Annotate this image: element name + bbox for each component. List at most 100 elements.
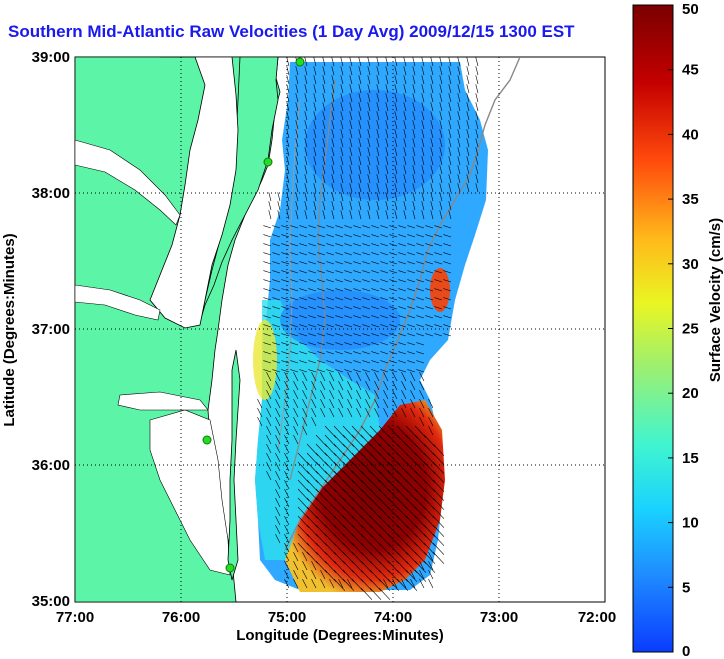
velocity-vector [394, 183, 398, 193]
velocity-vector [299, 297, 308, 301]
velocity-vector [407, 360, 416, 364]
velocity-vector [342, 533, 355, 546]
velocity-vector [347, 407, 353, 418]
velocity-vector [414, 524, 427, 537]
velocity-vector [416, 297, 425, 301]
velocity-vector [380, 243, 389, 247]
velocity-vector [326, 297, 335, 301]
velocity-vector [311, 398, 317, 409]
velocity-vector [403, 210, 407, 220]
colorbar-gradient [632, 4, 674, 653]
velocity-vector [317, 225, 326, 229]
velocity-vector [380, 351, 389, 355]
velocity-vector [297, 452, 310, 465]
velocity-vector [367, 120, 371, 130]
radar-site-marker [225, 563, 235, 573]
velocity-vector [351, 434, 364, 447]
velocity-vector [387, 488, 400, 501]
velocity-vector [351, 461, 364, 474]
velocity-vector [360, 515, 373, 528]
velocity-vector [351, 560, 364, 573]
velocity-vector [448, 93, 452, 103]
velocity-vector [275, 488, 281, 499]
velocity-vector [317, 234, 326, 238]
velocity-vector [430, 75, 434, 85]
velocity-vector [371, 324, 380, 328]
velocity-vector [342, 578, 355, 591]
velocity-vector [428, 416, 434, 427]
velocity-vector [405, 506, 418, 519]
velocity-vector [344, 225, 353, 229]
velocity-vector [385, 66, 389, 76]
velocity-vector [342, 497, 355, 510]
velocity-vector [308, 288, 317, 292]
velocity-vector [351, 551, 364, 564]
velocity-vector [284, 506, 290, 517]
velocity-vector [340, 66, 344, 76]
velocity-vector [272, 342, 281, 346]
velocity-vector [362, 234, 371, 238]
velocity-vector [306, 497, 319, 510]
velocity-vector [385, 93, 389, 103]
velocity-vector [407, 279, 416, 283]
velocity-vector [378, 434, 391, 447]
velocity-vector [342, 515, 355, 528]
velocity-vector [338, 578, 344, 589]
y-axis-label: Latitude (Degrees:Minutes) [1, 233, 18, 426]
velocity-vector [297, 461, 310, 474]
velocity-vector [286, 111, 290, 121]
velocity-vector [428, 398, 434, 409]
velocity-vector [344, 234, 353, 238]
velocity-vector [378, 578, 391, 591]
velocity-vector [405, 425, 418, 438]
velocity-vector [313, 84, 317, 94]
colorbar-tick-label: 45 [682, 62, 699, 79]
velocity-vector [423, 461, 436, 474]
chesapeake-bay [149, 57, 239, 329]
velocity-vector [432, 479, 445, 492]
velocity-vector [367, 183, 371, 193]
velocity-vector [365, 398, 371, 409]
velocity-vector [266, 443, 272, 454]
velocity-vector [396, 443, 409, 456]
velocity-vector [313, 156, 317, 166]
velocity-vector [430, 192, 434, 202]
velocity-vector [385, 102, 389, 112]
velocity-vector [295, 66, 299, 76]
velocity-vector [320, 380, 326, 391]
velocity-vector [383, 578, 389, 589]
velocity-vector [414, 434, 427, 447]
velocity-vector [423, 479, 436, 492]
velocity-vector [275, 497, 281, 508]
velocity-vector [475, 156, 479, 166]
velocity-vector [308, 306, 317, 310]
velocity-vector [425, 234, 434, 238]
velocity-vector [376, 93, 380, 103]
velocity-vector [331, 102, 335, 112]
velocity-vector [448, 165, 452, 175]
velocity-vector [423, 497, 436, 510]
velocity-vector [349, 129, 353, 139]
velocity-vector [407, 351, 416, 355]
velocity-vector [293, 389, 299, 400]
velocity-vector [313, 75, 317, 85]
velocity-vector [385, 120, 389, 130]
velocity-vector [423, 488, 436, 501]
velocity-vector [272, 333, 281, 337]
velocity-vector [401, 371, 407, 382]
velocity-vector [342, 443, 355, 456]
velocity-vector [428, 560, 434, 571]
isobath-contour-inner [289, 79, 336, 481]
velocity-vector [428, 407, 434, 418]
velocity-vector [389, 333, 398, 337]
velocity-vector [356, 389, 362, 400]
velocity-vector [331, 66, 335, 76]
velocity-vector [331, 192, 335, 202]
velocity-vector [380, 288, 389, 292]
velocity-vector [414, 425, 427, 438]
velocity-vector [421, 129, 425, 139]
colorbar-label: Surface Velocity (cm/s) [707, 218, 724, 382]
velocity-vector [369, 497, 382, 510]
velocity-vector [335, 315, 344, 319]
velocity-vector [290, 279, 299, 283]
